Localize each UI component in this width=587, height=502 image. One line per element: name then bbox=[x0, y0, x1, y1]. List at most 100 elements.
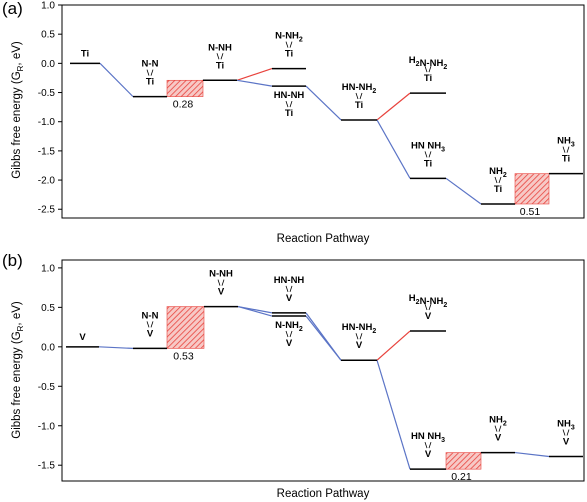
bond-mark bbox=[355, 333, 359, 340]
x-axis-label: Reaction Pathway bbox=[277, 233, 370, 245]
plot-frame bbox=[61, 259, 585, 482]
path-connector bbox=[376, 92, 411, 121]
species-text: Ti bbox=[81, 48, 89, 59]
panel-b: (b) 1.0 0.5 0.0 -0.5 -1.0 -1.5 0.53 0.21 V N-N V… bbox=[2, 251, 585, 500]
species-label: Ti bbox=[81, 48, 89, 59]
bond-mark bbox=[562, 146, 566, 153]
energy-levels bbox=[66, 305, 583, 470]
species-text: Ti bbox=[285, 49, 293, 60]
path-connector bbox=[305, 315, 342, 361]
species-label: HN-NH2 V bbox=[342, 322, 377, 351]
species-label: N-NH V bbox=[209, 269, 233, 298]
y-tick-label: 0.5 bbox=[41, 303, 55, 314]
y-tick-label: 1.0 bbox=[41, 1, 55, 12]
species-label: N-N V bbox=[142, 310, 159, 339]
bond-mark bbox=[359, 92, 363, 100]
species-text: N-NH2 bbox=[275, 320, 303, 333]
y-tick-label: 0.5 bbox=[41, 30, 55, 41]
bond-mark bbox=[494, 176, 498, 184]
species-text: N-NH bbox=[209, 269, 233, 280]
bond-mark bbox=[289, 285, 293, 293]
bond-mark bbox=[285, 100, 289, 108]
y-tick-label: -2.5 bbox=[38, 205, 56, 216]
y-tick-label: -1.0 bbox=[38, 117, 56, 128]
bond-mark bbox=[285, 330, 289, 338]
species-label: N-N Ti bbox=[142, 59, 159, 88]
bond-mark bbox=[498, 425, 502, 432]
species-label: HN NH3 V bbox=[411, 431, 445, 460]
species-text: N-N bbox=[142, 59, 159, 70]
barriers: 0.28 0.51 bbox=[166, 79, 550, 218]
species-label: H2N-NH2 V bbox=[409, 293, 448, 322]
barrier-value: 0.21 bbox=[451, 471, 472, 483]
path-connector bbox=[376, 119, 411, 179]
species-text: HN NH3 bbox=[411, 431, 445, 444]
bond-mark bbox=[217, 279, 221, 286]
path-connector bbox=[98, 346, 134, 349]
species-text: Ti bbox=[355, 100, 363, 111]
barriers: 0.53 0.21 bbox=[166, 306, 482, 483]
y-tick-label: -1.5 bbox=[38, 461, 56, 472]
species-text: Ti bbox=[146, 77, 154, 88]
species-label: HN-NH Ti bbox=[274, 90, 305, 119]
bond-mark bbox=[424, 303, 428, 311]
bond-mark bbox=[289, 330, 293, 338]
species-label: N-NH2 Ti bbox=[275, 31, 303, 60]
species-text: HN-NH2 bbox=[342, 82, 377, 95]
bond-mark bbox=[566, 429, 570, 436]
species-text: H2N-NH2 bbox=[409, 55, 448, 71]
y-tick-label: 1.0 bbox=[41, 263, 55, 274]
bond-mark bbox=[494, 425, 498, 432]
bond-mark bbox=[428, 442, 432, 449]
species-text: V bbox=[563, 437, 570, 448]
path-connector bbox=[376, 360, 411, 470]
species-text: N-NH bbox=[208, 42, 232, 53]
species-text: N-N bbox=[142, 310, 159, 321]
bond-mark bbox=[424, 65, 428, 73]
bond-mark bbox=[289, 100, 293, 108]
species-label: HN-NH V bbox=[274, 275, 305, 304]
species-text: HN NH3 bbox=[411, 140, 445, 153]
bond-mark bbox=[285, 41, 289, 48]
species-text: NH2 bbox=[489, 415, 507, 428]
y-axis-label: Gibbs free energy (GR, eV) bbox=[11, 301, 25, 439]
bond-mark bbox=[150, 321, 154, 328]
panel-label: (a) bbox=[2, 0, 23, 18]
connections bbox=[98, 305, 550, 470]
path-connector bbox=[99, 62, 134, 98]
barrier-box bbox=[514, 173, 550, 205]
y-axis: 1.0 0.5 0.0 -0.5 -1.0 -1.5 bbox=[38, 263, 62, 472]
species-text: HN-NH2 bbox=[342, 322, 377, 335]
y-tick-label: -0.5 bbox=[38, 382, 56, 393]
bond-mark bbox=[359, 333, 363, 340]
bond-mark bbox=[428, 151, 432, 158]
bond-mark bbox=[146, 69, 150, 76]
y-tick-label: -1.5 bbox=[38, 146, 56, 157]
species-text: NH2 bbox=[489, 166, 507, 179]
barrier-box bbox=[445, 452, 482, 470]
bond-mark bbox=[221, 279, 225, 286]
species-text: V bbox=[286, 293, 293, 304]
bond-mark bbox=[285, 285, 289, 293]
bond-mark bbox=[428, 65, 432, 73]
species-label: HN NH3 Ti bbox=[411, 140, 445, 169]
species-text: Ti bbox=[424, 73, 432, 84]
barrier-value: 0.53 bbox=[173, 350, 194, 362]
species-label: NH3 Ti bbox=[557, 136, 575, 165]
species-text: HN-NH bbox=[274, 275, 305, 286]
species-text: NH3 bbox=[557, 136, 575, 149]
path-connector bbox=[236, 68, 273, 81]
y-axis: 1.0 0.5 0.0 -0.5 -1.0 -1.5 -2.0 -2.5 bbox=[38, 1, 62, 216]
path-connector bbox=[236, 79, 273, 87]
y-tick-label: 0.0 bbox=[41, 342, 55, 353]
species-text: HN-NH bbox=[274, 90, 305, 101]
species-text: N-NH2 bbox=[275, 31, 303, 44]
bond-mark bbox=[428, 303, 432, 311]
barrier-box bbox=[166, 306, 205, 349]
panel-label: (b) bbox=[2, 251, 23, 270]
path-connector bbox=[514, 451, 550, 458]
bond-mark bbox=[150, 69, 154, 76]
species-labels: TiN-NTiN-NHTiN-NH2TiHN-NHTiHN-NH2TiH2N-N… bbox=[81, 31, 575, 195]
species-text: Ti bbox=[424, 158, 432, 169]
